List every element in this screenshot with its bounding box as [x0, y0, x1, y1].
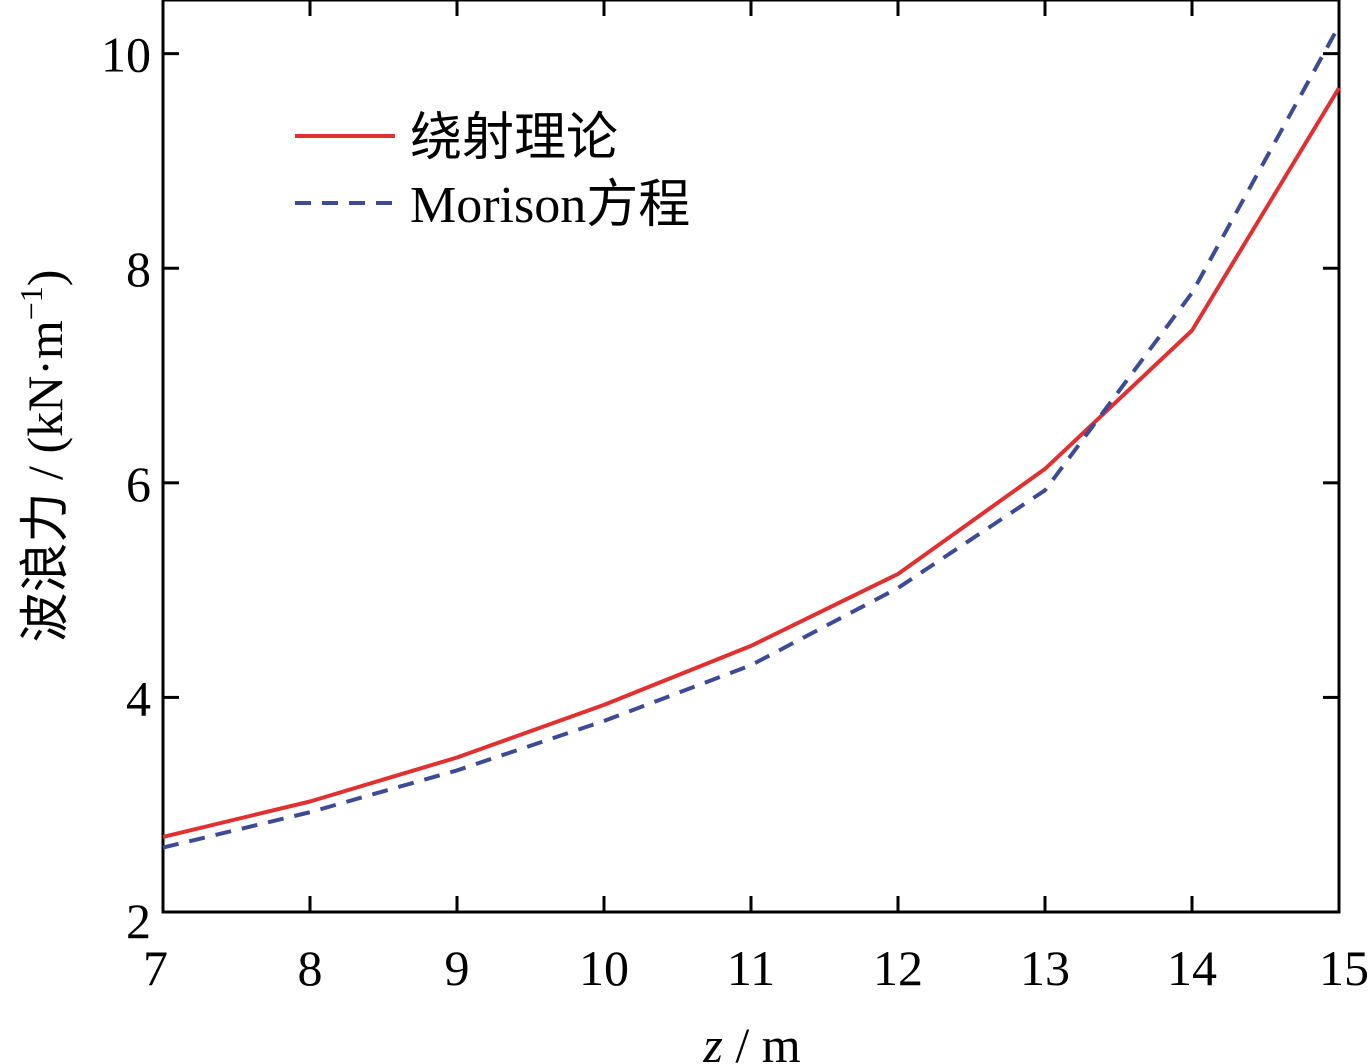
x-axis-title: z / m: [702, 1017, 800, 1064]
x-axis-variable: z: [702, 1017, 722, 1064]
legend-label-morison: Morison方程: [410, 177, 690, 234]
y-axis-title-exponent: −1: [13, 286, 49, 320]
y-axis-title-main: 波浪力 / (kN·m: [17, 320, 73, 642]
y-tick-label: 4: [126, 670, 151, 726]
series-lines: [162, 24, 1341, 850]
axis-tick-labels: 7 8 9 10 11 12 13 14 15 2 4 6 8 10: [101, 27, 1369, 996]
x-tick-label: 7: [143, 940, 168, 996]
x-tick-label: 13: [1020, 940, 1070, 996]
y-axis-title-close: ): [17, 270, 73, 287]
axis-ticks: [161, 0, 1341, 914]
x-tick-label: 12: [873, 940, 923, 996]
x-tick-label: 15: [1319, 940, 1369, 996]
x-tick-label: 11: [727, 940, 775, 996]
y-tick-label: 6: [126, 456, 151, 512]
legend: 绕射理论 Morison方程: [295, 110, 690, 234]
x-axis-unit: m: [762, 1017, 801, 1064]
series-line-diffraction: [162, 86, 1341, 839]
y-tick-label: 8: [126, 241, 151, 297]
y-tick-label: 2: [126, 893, 151, 949]
series-line-morison: [162, 24, 1341, 850]
x-tick-label: 9: [445, 940, 470, 996]
y-axis-title: 波浪力 / (kN·m−1): [13, 270, 73, 643]
legend-label-diffraction: 绕射理论: [410, 110, 618, 167]
y-tick-label: 10: [101, 27, 151, 83]
x-tick-label: 14: [1167, 940, 1217, 996]
x-tick-label: 10: [579, 940, 629, 996]
x-tick-label: 8: [298, 940, 323, 996]
